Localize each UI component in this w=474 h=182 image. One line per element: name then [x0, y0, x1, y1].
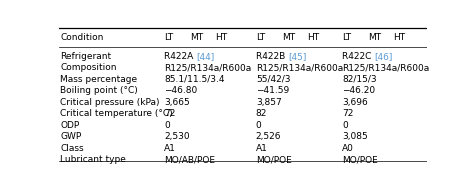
Text: HT: HT [215, 33, 228, 42]
Text: Boiling point (°C): Boiling point (°C) [60, 86, 138, 95]
Text: GWP: GWP [60, 132, 82, 141]
Text: R125/R134a/R600a: R125/R134a/R600a [164, 63, 251, 72]
Text: Condition: Condition [60, 33, 104, 42]
Text: Critical temperature (°C): Critical temperature (°C) [60, 109, 173, 118]
Text: HT: HT [307, 33, 319, 42]
Text: MT: MT [191, 33, 203, 42]
Text: MT: MT [369, 33, 382, 42]
Text: 72: 72 [342, 109, 354, 118]
Text: R422B: R422B [256, 52, 288, 61]
Text: 2,526: 2,526 [256, 132, 281, 141]
Text: ODP: ODP [60, 121, 80, 130]
Text: MO/POE: MO/POE [342, 155, 378, 164]
Text: LT: LT [256, 33, 265, 42]
Text: HT: HT [393, 33, 406, 42]
Text: 3,857: 3,857 [256, 98, 282, 107]
Text: LT: LT [164, 33, 173, 42]
Text: A1: A1 [164, 144, 176, 153]
Text: 85.1/11.5/3.4: 85.1/11.5/3.4 [164, 75, 225, 84]
Text: 72: 72 [164, 109, 175, 118]
Text: R125/R134a/R600a: R125/R134a/R600a [256, 63, 343, 72]
Text: R422A: R422A [164, 52, 196, 61]
Text: 0: 0 [342, 121, 348, 130]
Text: 2,530: 2,530 [164, 132, 190, 141]
Text: Refrigerant: Refrigerant [60, 52, 111, 61]
Text: MT: MT [282, 33, 295, 42]
Text: Class: Class [60, 144, 84, 153]
Text: −46.80: −46.80 [164, 86, 197, 95]
Text: A1: A1 [256, 144, 268, 153]
Text: Mass percentage: Mass percentage [60, 75, 137, 84]
Text: R422C: R422C [342, 52, 374, 61]
Text: [45]: [45] [288, 52, 306, 61]
Text: 82: 82 [256, 109, 267, 118]
Text: −41.59: −41.59 [256, 86, 289, 95]
Text: 3,696: 3,696 [342, 98, 368, 107]
Text: MO/POE: MO/POE [256, 155, 292, 164]
Text: MO/AB/POE: MO/AB/POE [164, 155, 215, 164]
Text: 0: 0 [164, 121, 170, 130]
Text: −46.20: −46.20 [342, 86, 375, 95]
Text: Composition: Composition [60, 63, 117, 72]
Text: 3,665: 3,665 [164, 98, 190, 107]
Text: LT: LT [342, 33, 351, 42]
Text: A0: A0 [342, 144, 354, 153]
Text: [44]: [44] [196, 52, 214, 61]
Text: [46]: [46] [374, 52, 393, 61]
Text: 82/15/3: 82/15/3 [342, 75, 377, 84]
Text: 3,085: 3,085 [342, 132, 368, 141]
Text: Lubricant type: Lubricant type [60, 155, 126, 164]
Text: 0: 0 [256, 121, 262, 130]
Text: 55/42/3: 55/42/3 [256, 75, 290, 84]
Text: Critical pressure (kPa): Critical pressure (kPa) [60, 98, 160, 107]
Text: R125/R134a/R600a: R125/R134a/R600a [342, 63, 429, 72]
